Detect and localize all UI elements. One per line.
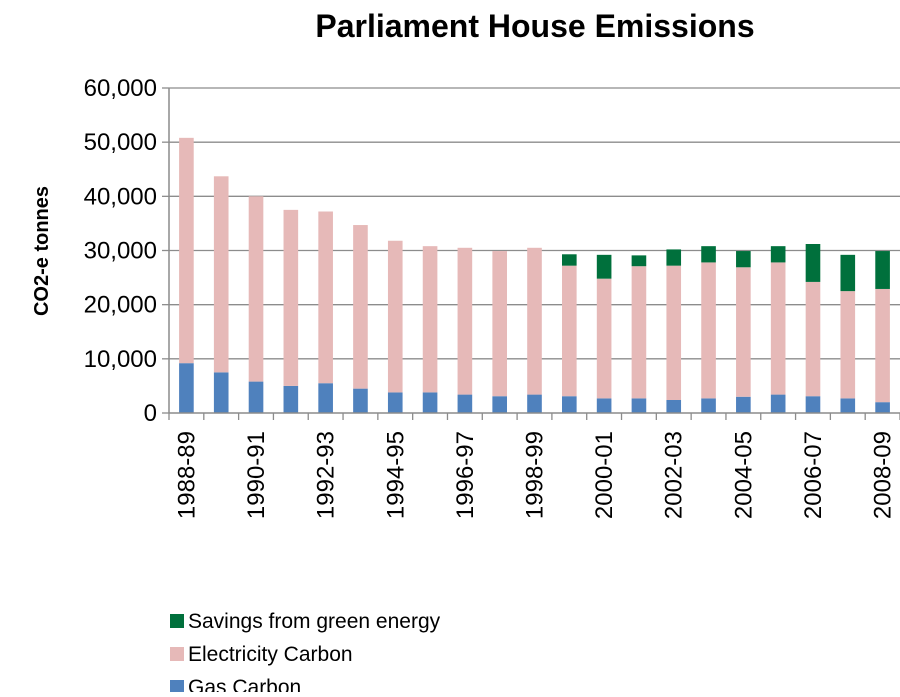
bar-segment [561, 396, 577, 413]
x-tick-label: 2000-01 [591, 431, 618, 519]
bar-segment [840, 291, 856, 399]
x-tick-labels: 1988-89 1990-91 1992-93 1994-95 1996-97 1998-… [173, 431, 896, 519]
legend-label: Electricity Carbon [188, 643, 353, 666]
bar-segment [283, 385, 299, 413]
bar-segment [805, 244, 821, 282]
bar-segment [770, 246, 786, 263]
x-tick-label: 1988-89 [173, 431, 200, 519]
bar-segment [561, 254, 577, 266]
y-tick-labels: 0 10,000 20,000 30,000 40,000 50,000 60,000 [84, 75, 157, 427]
bar-segment [492, 396, 508, 413]
x-tick-label: 1990-91 [243, 431, 270, 519]
y-tick-label: 40,000 [84, 183, 157, 210]
bar-segment [457, 394, 473, 413]
bar-segment [701, 246, 716, 263]
bar-segment [248, 381, 264, 413]
bar-segment [213, 176, 229, 373]
bar-segment [213, 372, 229, 413]
bar-segment [283, 209, 299, 386]
bar-segment [631, 398, 647, 413]
y-tick-label: 50,000 [84, 129, 157, 156]
x-tick-label: 1996-97 [452, 431, 479, 519]
bar-segment [631, 266, 647, 399]
legend-label: Gas Carbon [188, 676, 301, 692]
bar-segment [457, 247, 473, 395]
bar-segment [736, 267, 751, 397]
y-axis-label: CO2-e tonnes [31, 186, 53, 316]
bar-segment [666, 249, 682, 266]
bar-segment [527, 247, 542, 395]
bar-segment [179, 363, 194, 413]
bar-segment [561, 265, 577, 397]
legend-swatch [170, 647, 184, 661]
y-tick-label: 0 [144, 400, 157, 427]
bar-segment [701, 262, 716, 399]
legend: Savings from green energy Electricity Car… [170, 610, 441, 697]
y-tick-label: 20,000 [84, 292, 157, 319]
bar-segment [770, 262, 786, 395]
bar-segment [736, 251, 751, 268]
bar-segment [387, 392, 403, 413]
bar-segment [318, 211, 333, 384]
bar-segment [492, 251, 508, 397]
bar-segment [353, 225, 368, 389]
x-tick-label: 1994-95 [382, 431, 409, 519]
bar-segment [875, 402, 890, 413]
bar-segment [596, 278, 612, 399]
bar-segment [736, 396, 751, 413]
bar-segment [875, 288, 890, 403]
bar-segment [805, 396, 821, 413]
bar-segment [179, 137, 194, 364]
bars [179, 137, 890, 413]
x-tick-label: 1992-93 [313, 431, 340, 519]
y-tick-label: 60,000 [84, 75, 157, 102]
bar-segment [422, 392, 438, 413]
chart-title: Parliament House Emissions [315, 8, 754, 44]
legend-label: Savings from green energy [188, 610, 441, 633]
legend-swatch [170, 614, 184, 628]
bar-segment [387, 240, 403, 393]
bar-segment [527, 394, 542, 413]
bar-segment [840, 254, 856, 292]
x-tick-label: 2008-09 [870, 431, 897, 519]
y-tick-label: 10,000 [84, 346, 157, 373]
y-tick-label: 30,000 [84, 238, 157, 265]
x-tick-label: 2002-03 [661, 431, 688, 519]
bar-segment [875, 251, 890, 289]
x-tick-label: 1998-99 [522, 431, 549, 519]
bar-segment [422, 246, 438, 393]
bar-segment [770, 394, 786, 413]
bar-segment [666, 400, 682, 413]
bar-segment [805, 281, 821, 397]
legend-swatch [170, 680, 184, 694]
bar-segment [596, 398, 612, 413]
x-tick-label: 2006-07 [800, 431, 827, 519]
bar-segment [353, 388, 368, 413]
x-tick-label: 2004-05 [730, 431, 757, 519]
bar-segment [318, 383, 333, 413]
bar-segment [596, 254, 612, 279]
axes [162, 87, 900, 420]
bar-segment [631, 255, 647, 267]
bar-segment [248, 196, 264, 382]
bar-segment [666, 265, 682, 400]
bar-segment [701, 398, 716, 413]
bar-segment [840, 398, 856, 413]
